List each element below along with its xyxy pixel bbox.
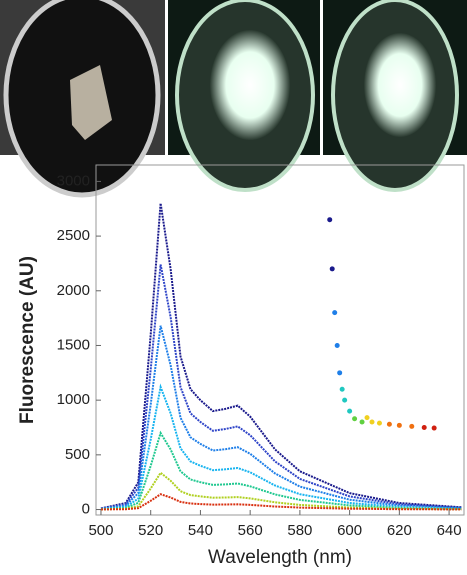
- x-tick-label: 600: [337, 522, 362, 539]
- inset-point: [334, 342, 340, 348]
- inset-point: [376, 420, 382, 426]
- x-tick-label: 500: [88, 522, 113, 539]
- inset-point: [332, 310, 338, 316]
- inset-point: [347, 408, 353, 414]
- inset-point: [431, 425, 437, 431]
- inset-point: [386, 421, 392, 427]
- inset-point: [369, 419, 375, 425]
- inset-point: [364, 415, 370, 421]
- spectrum-line: [100, 325, 462, 510]
- crystal-glow: [210, 30, 290, 140]
- y-axis-label: Fluorescence (AU): [17, 256, 38, 424]
- inset-point: [396, 422, 402, 428]
- inset-point: [409, 423, 415, 429]
- crystal-glow: [364, 33, 436, 137]
- spectrum-line: [100, 471, 462, 511]
- inset-point: [359, 419, 365, 425]
- y-tick-label: 2500: [57, 227, 90, 244]
- inset-point: [342, 397, 348, 403]
- inset-point: [329, 266, 335, 272]
- x-tick-label: 520: [138, 522, 163, 539]
- spectrum-line: [100, 493, 462, 511]
- y-tick-label: 3000: [57, 172, 90, 189]
- y-tick-label: 2000: [57, 282, 90, 299]
- spectrum-line: [100, 430, 462, 511]
- spectrum-line: [100, 203, 462, 510]
- x-tick-label: 640: [437, 522, 462, 539]
- y-tick-label: 500: [65, 446, 90, 463]
- spectrum-line: [100, 264, 462, 510]
- x-tick-label: 560: [238, 522, 263, 539]
- y-tick-label: 1500: [57, 336, 90, 353]
- inset-point: [337, 370, 343, 376]
- x-tick-label: 540: [188, 522, 213, 539]
- y-tick-label: 1000: [57, 391, 90, 408]
- photos: [0, 0, 467, 198]
- x-axis-label: Wavelength (nm): [208, 547, 352, 568]
- x-tick-label: 580: [287, 522, 312, 539]
- spectrum-line: [100, 383, 462, 511]
- y-tick-label: 0: [82, 501, 90, 518]
- inset-point: [352, 416, 358, 422]
- inset-point: [421, 425, 427, 430]
- inset-point: [339, 386, 345, 392]
- crystal: [70, 65, 112, 140]
- x-tick-label: 620: [387, 522, 412, 539]
- inset-point: [327, 217, 333, 223]
- plot-frame: [95, 164, 465, 516]
